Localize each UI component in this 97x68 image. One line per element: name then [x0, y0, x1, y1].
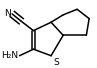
Text: H₂N: H₂N	[1, 51, 19, 60]
Text: S: S	[53, 58, 59, 67]
Text: N: N	[4, 9, 11, 18]
